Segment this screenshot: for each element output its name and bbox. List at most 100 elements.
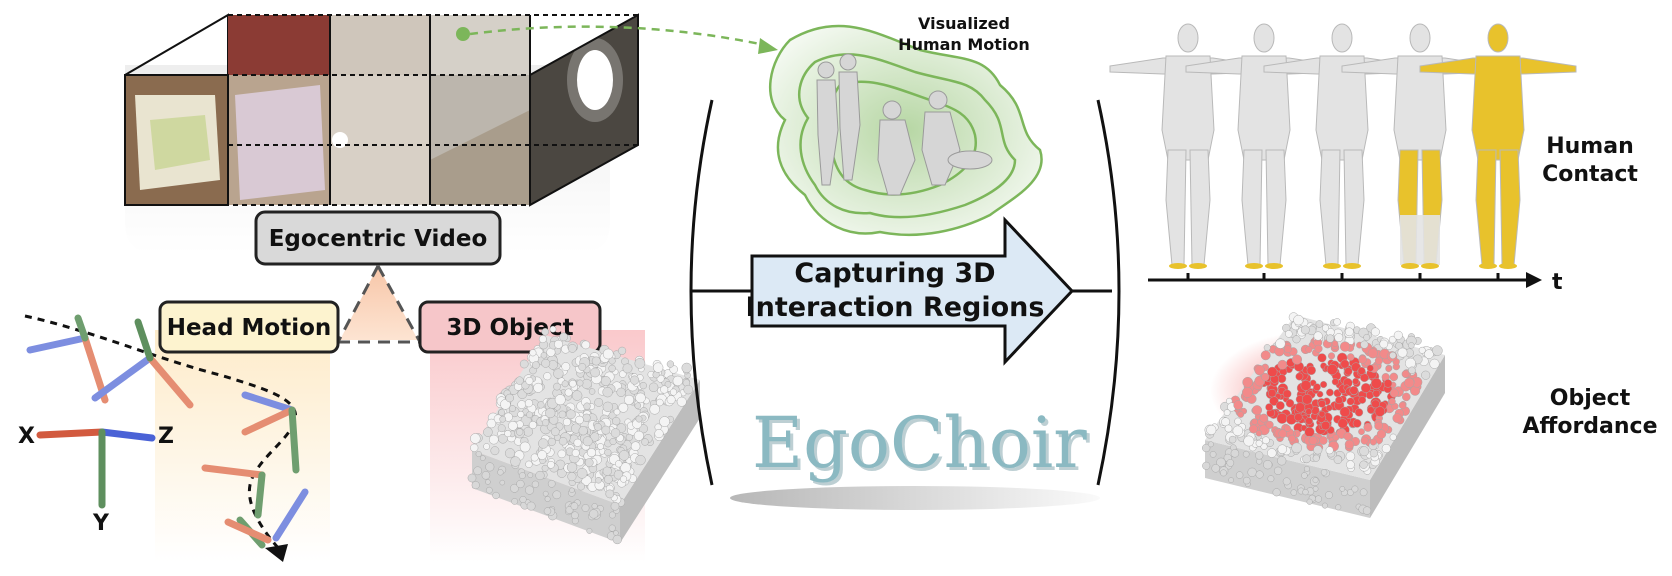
cloud-point — [1362, 506, 1372, 515]
cloud-point — [618, 450, 630, 461]
cloud-point — [538, 438, 549, 449]
cloud-point — [516, 428, 524, 436]
cloud-point — [615, 460, 623, 468]
cloud-point — [635, 415, 643, 423]
cloud-point — [590, 367, 600, 378]
cloud-point — [1429, 358, 1440, 369]
cloud-point — [1388, 335, 1397, 344]
cloud-side-face — [620, 380, 700, 543]
cloud-point — [586, 448, 597, 458]
cloud-point — [1300, 325, 1310, 335]
cloud-point — [1224, 424, 1233, 433]
cloud-point — [1421, 370, 1431, 380]
cloud-point — [573, 438, 582, 447]
cloud-point — [525, 376, 534, 385]
cloud-point — [571, 449, 580, 457]
cloud-point — [1232, 425, 1244, 437]
cloud-point — [547, 479, 556, 488]
coordinate-axes: X Z Y — [18, 424, 174, 536]
cloud-point — [664, 381, 672, 388]
object-affordance-line1: Object — [1550, 386, 1631, 411]
video-frame-outlines — [124, 13, 639, 207]
cloud-point — [1389, 388, 1399, 398]
cloud-point — [669, 388, 678, 396]
cloud-point — [1334, 333, 1344, 343]
axis-y-label: Y — [92, 511, 110, 536]
cloud-point — [524, 485, 535, 495]
cloud-point — [538, 335, 547, 344]
cloud-point — [1333, 455, 1343, 465]
cloud-point — [531, 480, 540, 488]
cloud-point — [576, 467, 588, 479]
cloud-point — [1370, 377, 1382, 389]
cloud-point — [1345, 451, 1356, 462]
cloud-point — [510, 456, 521, 467]
cloud-point — [537, 450, 548, 460]
cloud-point — [581, 378, 592, 389]
cloud-point — [591, 356, 601, 366]
cloud-point — [541, 418, 550, 427]
cloud-point — [1389, 351, 1397, 359]
cloud-point — [602, 401, 613, 412]
cloud-point — [583, 402, 591, 410]
cloud-point — [630, 375, 640, 385]
cloud-point — [1313, 445, 1323, 455]
cloud-point — [1301, 472, 1308, 479]
logo-text: EgoChoir — [752, 402, 1087, 484]
cloud-point — [683, 384, 693, 395]
cloud-point — [1360, 383, 1371, 393]
cloud-point — [1267, 475, 1275, 483]
cloud-point — [1358, 396, 1367, 404]
cloud-point — [1401, 370, 1410, 378]
cloud-point — [1320, 420, 1331, 431]
head-motion-box: Head Motion — [158, 300, 340, 354]
cloud-point — [1324, 491, 1333, 500]
cloud-point — [1291, 442, 1303, 454]
right-parenthesis — [1096, 99, 1121, 486]
object-point-cloud — [467, 325, 700, 545]
cloud-point — [578, 426, 588, 436]
cloud-point — [1295, 372, 1304, 381]
cloud-point — [1326, 334, 1335, 343]
cloud-point — [1339, 486, 1346, 492]
modality-triangle — [336, 265, 422, 344]
cloud-point — [486, 418, 497, 429]
cloud-point — [544, 496, 551, 502]
capturing-arrow: Capturing 3D Interaction Regions — [746, 216, 1075, 366]
cloud-point — [511, 498, 518, 505]
cloud-point — [1242, 376, 1254, 388]
cloud-point — [1291, 354, 1303, 365]
cloud-point — [608, 524, 616, 532]
cloud-side-face — [1370, 355, 1445, 518]
cloud-point — [1249, 424, 1258, 434]
human-body-model — [1341, 23, 1499, 269]
cloud-point — [1255, 429, 1263, 437]
cloud-point — [1349, 385, 1359, 395]
cloud-point — [1388, 397, 1396, 406]
cloud-point — [648, 382, 659, 393]
cloud-point — [543, 507, 552, 515]
cloud-point — [500, 399, 511, 410]
cloud-point — [483, 443, 490, 450]
cloud-point — [1255, 470, 1264, 479]
cloud-point — [681, 362, 692, 374]
cloud-point — [1285, 330, 1293, 338]
cloud-point — [1302, 454, 1311, 464]
cloud-point — [616, 387, 626, 397]
cloud-point — [1370, 327, 1380, 337]
cloud-point — [524, 399, 533, 408]
cloud-point — [1367, 348, 1378, 359]
cloud-point — [569, 379, 577, 388]
cloud-point — [1408, 366, 1416, 375]
cloud-point — [1273, 466, 1283, 475]
cloud-point — [660, 385, 669, 394]
cloud-point — [1352, 419, 1362, 428]
cloud-point — [1359, 460, 1368, 469]
cloud-point — [1278, 429, 1288, 438]
cloud-point — [1272, 488, 1281, 497]
cloud-point — [1374, 421, 1383, 431]
cloud-point — [1295, 402, 1306, 413]
egocentric-video-box: Egocentric Video — [254, 210, 502, 266]
cloud-point — [497, 424, 506, 433]
cloud-point — [542, 490, 549, 497]
